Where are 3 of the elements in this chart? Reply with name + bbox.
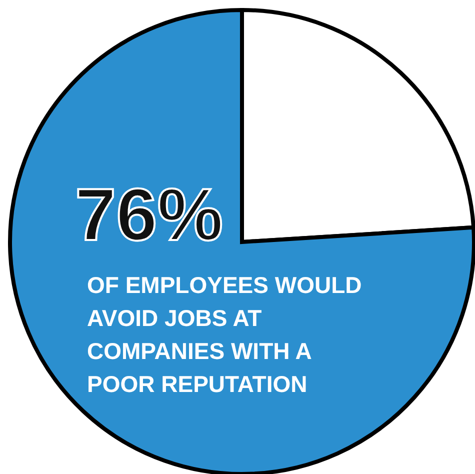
- data-label: 76%: [75, 173, 224, 256]
- text: OF EMPLOYEES WOULD AVOID JOBS AT COMPANIES WITH A POOR REPUTATION: [87, 272, 362, 397]
- pie-slice: [8, 8, 475, 474]
